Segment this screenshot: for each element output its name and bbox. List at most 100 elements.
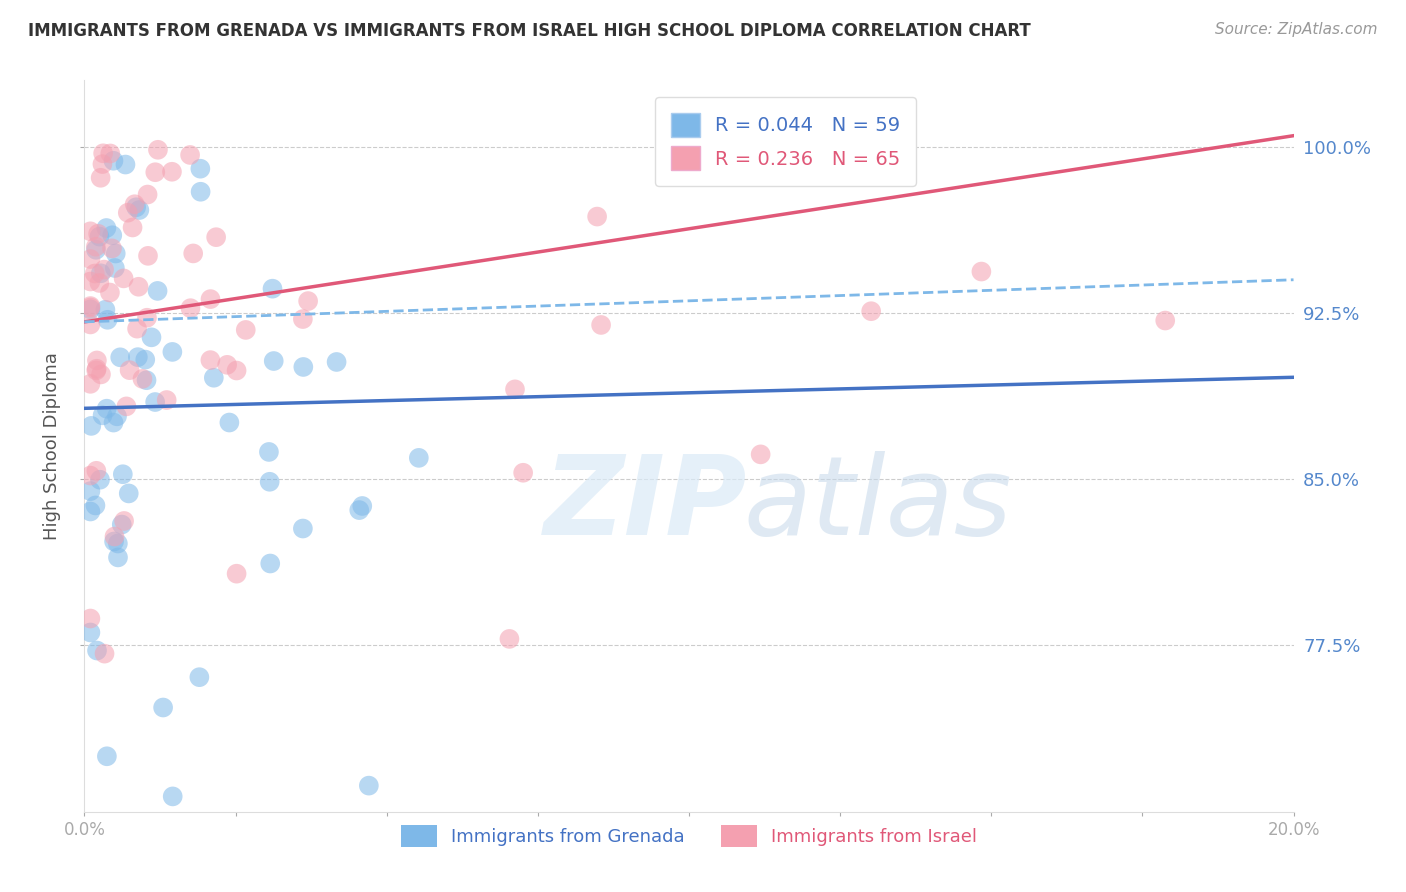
- Point: [128, 202, 150, 217]
- Point: [107, 536, 129, 550]
- Point: [96, 401, 118, 416]
- Point: [205, 230, 228, 244]
- Point: [107, 550, 129, 565]
- Point: [181, 246, 204, 260]
- Point: [217, 358, 239, 372]
- Point: [89, 473, 111, 487]
- Point: [160, 165, 183, 179]
- Point: [292, 359, 315, 374]
- Text: ZIP: ZIP: [544, 451, 748, 558]
- Point: [141, 330, 163, 344]
- Point: [90, 170, 112, 185]
- Point: [79, 625, 101, 640]
- Point: [104, 246, 127, 260]
- Point: [259, 557, 281, 571]
- Point: [96, 313, 118, 327]
- Point: [84, 499, 107, 513]
- Point: [115, 400, 138, 414]
- Point: [79, 224, 101, 238]
- Point: [259, 475, 281, 489]
- Point: [325, 355, 347, 369]
- Point: [591, 318, 613, 332]
- Point: [79, 376, 101, 391]
- Point: [84, 243, 107, 257]
- Point: [118, 363, 141, 377]
- Point: [79, 302, 101, 317]
- Point: [503, 382, 526, 396]
- Point: [970, 264, 993, 278]
- Point: [89, 229, 111, 244]
- Point: [146, 284, 169, 298]
- Point: [860, 304, 883, 318]
- Point: [749, 447, 772, 461]
- Point: [291, 312, 314, 326]
- Point: [291, 522, 314, 536]
- Point: [352, 499, 374, 513]
- Point: [136, 310, 159, 325]
- Point: [162, 789, 184, 804]
- Point: [98, 285, 121, 300]
- Point: [200, 353, 222, 368]
- Point: [128, 279, 150, 293]
- Point: [91, 157, 114, 171]
- Point: [263, 354, 285, 368]
- Point: [84, 363, 107, 377]
- Point: [103, 153, 125, 168]
- Point: [512, 466, 534, 480]
- Point: [90, 266, 112, 280]
- Point: [91, 146, 114, 161]
- Point: [188, 670, 211, 684]
- Point: [94, 302, 117, 317]
- Point: [235, 323, 257, 337]
- Point: [111, 517, 134, 532]
- Point: [105, 409, 128, 424]
- Point: [101, 228, 124, 243]
- Point: [112, 271, 135, 285]
- Point: [200, 292, 222, 306]
- Point: [86, 361, 108, 376]
- Point: [143, 165, 166, 179]
- Point: [104, 260, 127, 275]
- Y-axis label: High School Diploma: High School Diploma: [44, 352, 62, 540]
- Point: [202, 370, 225, 384]
- Point: [93, 262, 115, 277]
- Point: [262, 282, 284, 296]
- Point: [179, 301, 201, 315]
- Point: [108, 351, 131, 365]
- Point: [152, 700, 174, 714]
- Point: [225, 363, 247, 377]
- Point: [179, 148, 201, 162]
- Point: [135, 373, 157, 387]
- Point: [117, 205, 139, 219]
- Point: [103, 534, 125, 549]
- Point: [79, 301, 101, 315]
- Point: [80, 418, 103, 433]
- Point: [93, 647, 115, 661]
- Point: [103, 416, 125, 430]
- Point: [84, 240, 107, 254]
- Point: [156, 392, 179, 407]
- Text: atlas: atlas: [744, 451, 1012, 558]
- Point: [297, 294, 319, 309]
- Point: [96, 749, 118, 764]
- Point: [103, 529, 125, 543]
- Point: [111, 467, 134, 482]
- Point: [143, 395, 166, 409]
- Point: [134, 352, 156, 367]
- Point: [112, 514, 135, 528]
- Point: [131, 372, 153, 386]
- Text: Source: ZipAtlas.com: Source: ZipAtlas.com: [1215, 22, 1378, 37]
- Legend: Immigrants from Grenada, Immigrants from Israel: Immigrants from Grenada, Immigrants from…: [394, 817, 984, 854]
- Point: [121, 220, 143, 235]
- Point: [136, 249, 159, 263]
- Point: [87, 227, 110, 241]
- Point: [96, 221, 118, 235]
- Point: [79, 299, 101, 313]
- Point: [79, 275, 101, 289]
- Point: [190, 161, 212, 176]
- Point: [146, 143, 169, 157]
- Point: [79, 504, 101, 518]
- Point: [86, 353, 108, 368]
- Point: [127, 350, 149, 364]
- Point: [79, 468, 101, 483]
